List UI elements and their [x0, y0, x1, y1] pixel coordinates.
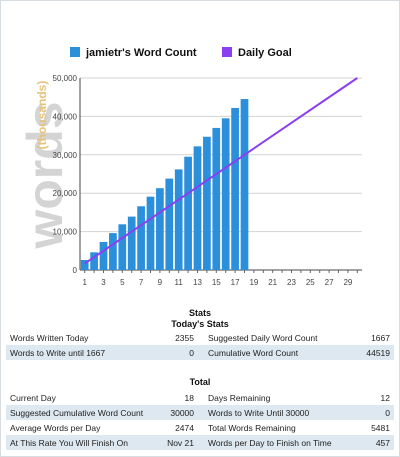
stats-label: Words per Day to Finish on Time [204, 435, 354, 450]
watermark-text: words [17, 101, 73, 249]
stats-row: Suggested Cumulative Word Count 30000 Word… [6, 405, 394, 420]
x-tick-label: 25 [306, 278, 315, 287]
stats-row: Words to Write until 1667 0 Cumulative Wor… [6, 345, 394, 360]
stats-value: 18 [184, 392, 194, 403]
stats-label: Total Words Remaining [208, 422, 296, 433]
stats-label: At This Rate You Will Finish On [6, 435, 156, 450]
word-count-bar [137, 206, 145, 270]
stats-value: 0 [156, 345, 198, 360]
stats-value: 44519 [354, 345, 394, 360]
y-tick-label: 20,000 [53, 189, 78, 198]
x-tick-label: 17 [231, 278, 240, 287]
stats-gap [198, 345, 204, 360]
stats-gap [198, 435, 204, 450]
y-tick-label: 30,000 [53, 151, 78, 160]
stats-row: Words Written Today 2355 Suggested Daily W… [6, 330, 394, 345]
word-count-bar [109, 233, 117, 270]
daily-goal-line [84, 77, 358, 265]
stats-label: Words to Write Until 30000 [204, 405, 354, 420]
stats-value: Nov 21 [156, 435, 198, 450]
stats-row: Current Day 18 Days Remaining 12 [6, 390, 394, 405]
word-count-bar [90, 252, 98, 270]
stats-label: Current Day [10, 392, 56, 403]
stats-title: Stats [188, 308, 211, 318]
x-tick-label: 15 [212, 278, 221, 287]
stats-value: 30000 [156, 405, 198, 420]
stats-value: 1667 [371, 332, 390, 343]
word-count-bar [99, 241, 108, 270]
y-axis-label: (thousands) [35, 81, 49, 150]
x-tick-label: 23 [287, 278, 296, 287]
x-tick-label: 13 [193, 278, 202, 287]
stats-gap [198, 405, 204, 420]
x-tick-label: 5 [120, 278, 125, 287]
word-count-bar [146, 196, 155, 270]
y-tick-label: 0 [73, 266, 78, 275]
stats-value: 457 [354, 435, 394, 450]
stats-label: Suggested Cumulative Word Count [6, 405, 156, 420]
today-stats-table: Words Written Today 2355 Suggested Daily W… [6, 330, 394, 360]
legend-label: jamietr's Word Count [85, 47, 197, 59]
x-tick-label: 29 [343, 278, 352, 287]
x-tick-label: 21 [268, 278, 277, 287]
stats-value: 5481 [371, 422, 390, 433]
word-count-bar [203, 136, 211, 270]
stats-row: At This Rate You Will Finish On Nov 21 Wor… [6, 435, 394, 450]
word-count-bar [127, 216, 136, 270]
word-count-bar [174, 169, 183, 270]
x-tick-label: 7 [139, 278, 144, 287]
word-count-bar [240, 99, 249, 270]
stats-label: Days Remaining [208, 392, 271, 403]
stats-value: 2355 [175, 332, 194, 343]
stats-label: Words Written Today [10, 332, 89, 343]
y-tick-label: 10,000 [53, 228, 78, 237]
legend-swatch [222, 47, 232, 57]
y-tick-label: 50,000 [53, 74, 78, 83]
word-count-chart: words(thousands) 0 10,000 20,000 30,000 40,00… [17, 47, 362, 287]
word-count-bar [231, 107, 239, 271]
word-count-bar [221, 118, 230, 270]
word-count-bar [184, 156, 192, 270]
word-count-bar [156, 188, 164, 270]
stats-label: Suggested Daily Word Count [208, 332, 318, 343]
stats-value: 0 [354, 405, 394, 420]
x-tick-label: 3 [101, 278, 106, 287]
x-tick-label: 9 [158, 278, 163, 287]
total-stats-title: Total [189, 377, 211, 387]
stats-value: 2474 [175, 422, 194, 433]
word-count-bar [212, 127, 221, 270]
x-tick-label: 19 [249, 278, 258, 287]
stats-row: Average Words per Day 2474 Total Words Rem… [6, 420, 394, 435]
stats-label: Words to Write until 1667 [6, 345, 156, 360]
legend-label: Daily Goal [238, 47, 292, 59]
legend-swatch [70, 47, 80, 57]
word-count-bar [193, 146, 202, 270]
x-tick-label: 11 [175, 278, 184, 287]
today-stats-title: Today's Stats [171, 319, 229, 329]
y-tick-label: 40,000 [53, 112, 78, 121]
stats-label: Average Words per Day [10, 422, 101, 433]
word-count-bar [165, 178, 174, 270]
stats-label: Cumulative Word Count [204, 345, 354, 360]
stats-value: 12 [380, 392, 390, 403]
x-tick-label: 27 [325, 278, 334, 287]
word-count-bar [118, 224, 127, 270]
total-stats-table: Current Day 18 Days Remaining 12 Suggested C… [6, 390, 394, 450]
x-tick-label: 1 [82, 278, 87, 287]
word-count-bar [80, 260, 89, 270]
